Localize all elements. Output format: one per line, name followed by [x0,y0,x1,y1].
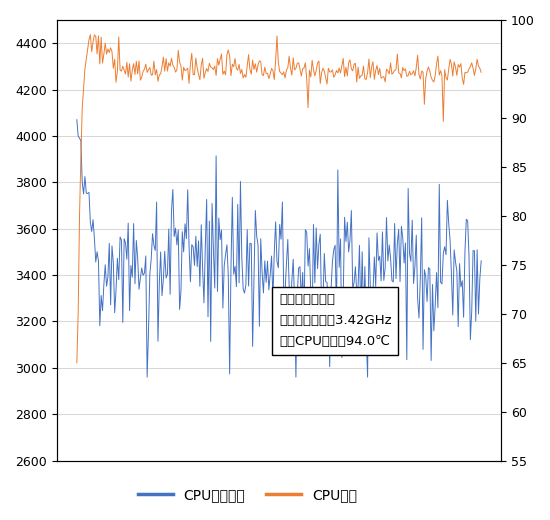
Legend: CPUクロック, CPU温度: CPUクロック, CPU温度 [133,483,362,508]
Text: ターボモード時
平均クロック：3.42GHz
平均CPU温度：94.0℃: ターボモード時 平均クロック：3.42GHz 平均CPU温度：94.0℃ [279,293,392,348]
